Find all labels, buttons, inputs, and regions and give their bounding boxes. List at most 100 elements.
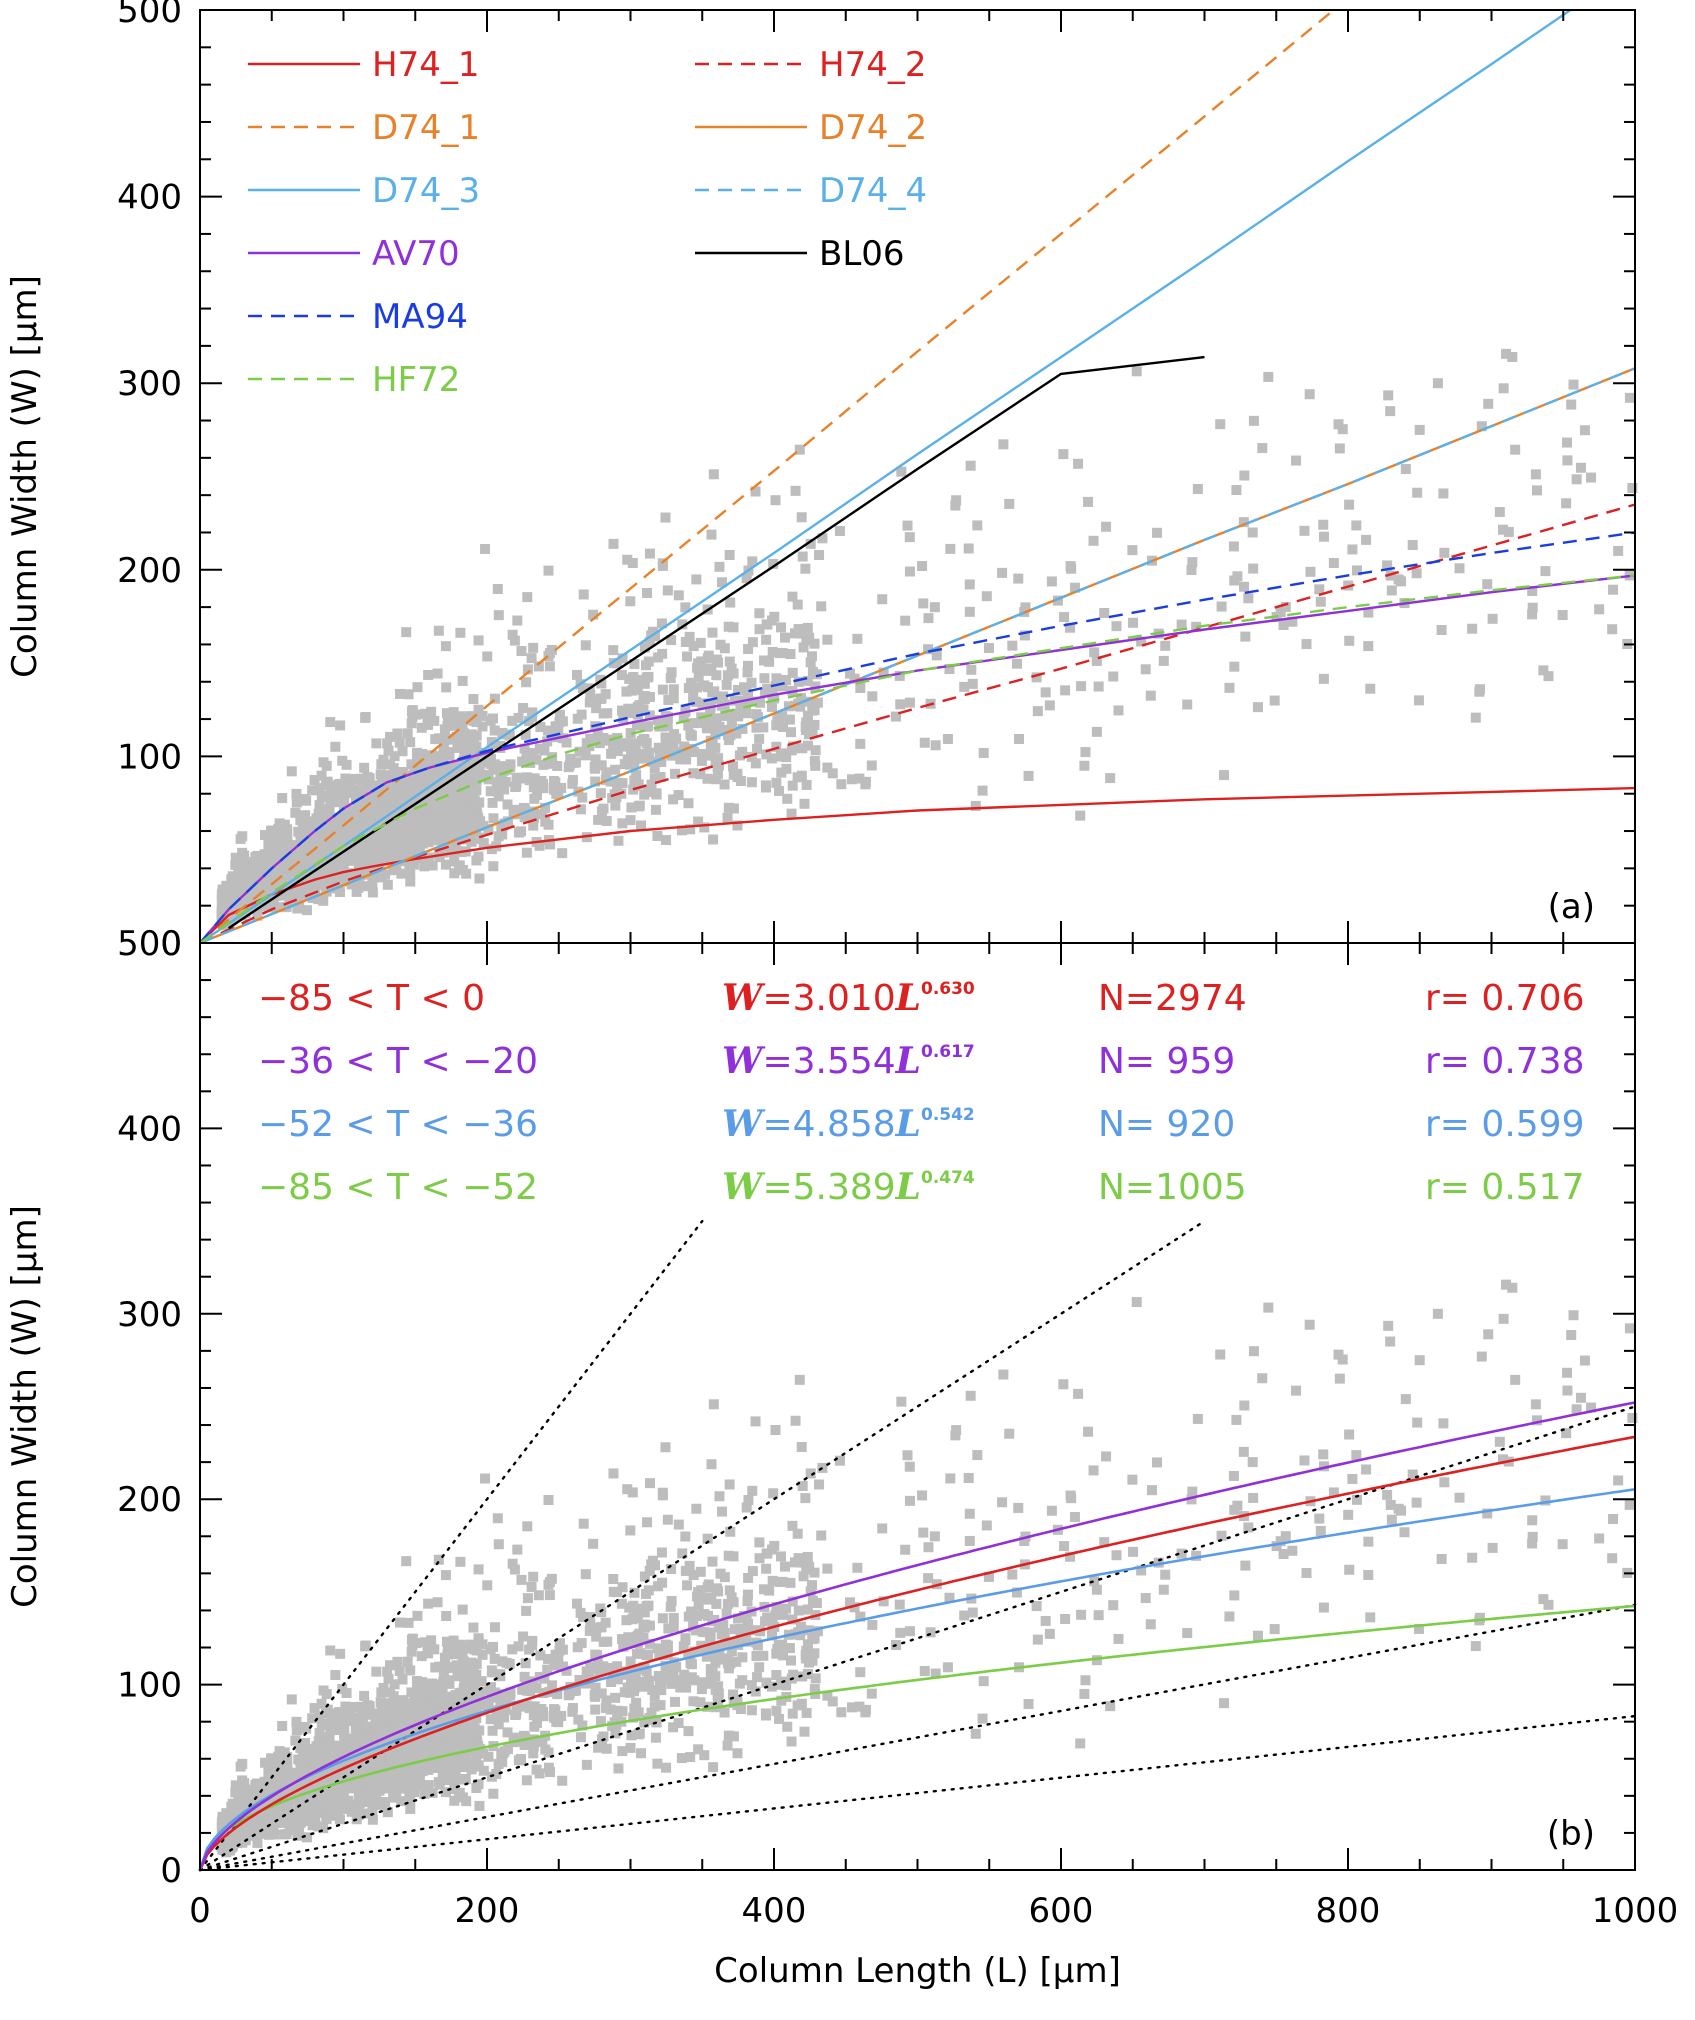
- scatter-point: [574, 1674, 585, 1685]
- scatter-point: [771, 1705, 782, 1716]
- scatter-point: [382, 879, 393, 890]
- scatter-point: [1613, 545, 1624, 556]
- scatter-point: [293, 1754, 304, 1765]
- legend-item: MA94: [248, 297, 468, 337]
- scatter-point: [461, 868, 472, 879]
- scatter-point: [519, 1732, 530, 1743]
- scatter-point: [1228, 1470, 1239, 1481]
- scatter-point: [771, 1602, 782, 1613]
- scatter-point: [673, 1519, 684, 1530]
- scatter-point: [650, 1560, 661, 1571]
- scatter-point: [416, 777, 427, 788]
- scatter-point: [429, 715, 440, 726]
- scatter-point: [551, 788, 562, 799]
- scatter-point: [1146, 1485, 1157, 1496]
- scatter-point: [405, 1665, 416, 1676]
- scatter-point: [1343, 1509, 1354, 1520]
- scatter-point: [492, 583, 503, 594]
- scatter-point: [513, 712, 524, 723]
- scatter-point: [477, 1639, 488, 1650]
- scatter-point: [412, 1684, 423, 1695]
- scatter-point: [770, 1425, 781, 1436]
- scatter-point: [437, 755, 448, 766]
- scatter-point: [771, 777, 782, 788]
- scatter-point: [1075, 1738, 1086, 1749]
- scatter-point: [686, 1672, 697, 1683]
- scatter-point: [471, 855, 482, 866]
- scatter-point: [1579, 1355, 1590, 1366]
- scatter-point: [393, 777, 404, 788]
- scatter-point: [525, 1686, 536, 1697]
- scatter-point: [723, 735, 734, 746]
- scatter-point: [1487, 1542, 1498, 1553]
- scatter-point: [657, 1613, 668, 1624]
- scatter-point: [1252, 702, 1263, 713]
- scatter-point: [607, 1720, 618, 1731]
- scatter-point: [662, 585, 673, 596]
- scatter-point: [930, 1668, 941, 1679]
- scatter-point: [612, 658, 623, 669]
- scatter-point: [254, 1817, 265, 1828]
- scatter-point: [414, 809, 425, 820]
- scatter-point: [1470, 1641, 1481, 1652]
- scatter-point: [1344, 1429, 1355, 1440]
- scatter-point: [680, 1565, 691, 1576]
- scatter-point: [967, 678, 978, 689]
- scatter-point: [1561, 1428, 1572, 1439]
- scatter-point: [708, 1762, 719, 1773]
- scatter-point: [1436, 625, 1447, 636]
- scatter-point: [776, 767, 787, 778]
- scatter-point: [642, 1649, 653, 1660]
- scatter-point: [499, 765, 510, 776]
- scatter-point: [724, 656, 735, 667]
- scatter-point: [487, 1725, 498, 1736]
- scatter-point: [403, 1771, 414, 1782]
- scatter-point: [918, 598, 929, 609]
- scatter-point: [642, 1517, 653, 1528]
- scatter-point: [449, 856, 460, 867]
- scatter-point: [529, 773, 540, 784]
- scatter-point: [1248, 563, 1259, 574]
- scatter-point: [405, 837, 416, 848]
- scatter-point: [644, 710, 655, 721]
- scatter-point: [394, 848, 405, 859]
- scatter-point: [1540, 1495, 1551, 1506]
- scatter-point: [334, 1706, 345, 1717]
- scatter-point: [394, 1617, 405, 1628]
- series-line-ma94: [199, 531, 1636, 944]
- scatter-point: [1594, 604, 1605, 615]
- scatter-point: [330, 1670, 341, 1681]
- scatter-point: [456, 824, 467, 835]
- scatter-point: [571, 1598, 582, 1609]
- scatter-point: [711, 1598, 722, 1609]
- scatter-point: [337, 1802, 348, 1813]
- scatter-point: [420, 1637, 431, 1648]
- scatter-point: [972, 520, 983, 531]
- scatter-point: [679, 1669, 690, 1680]
- scatter-point: [470, 800, 481, 811]
- scatter-point: [595, 1603, 606, 1614]
- scatter-point: [389, 1679, 400, 1690]
- scatter-point: [294, 878, 305, 889]
- scatter-point: [388, 865, 399, 876]
- scatter-point: [693, 1600, 704, 1611]
- scatter-point: [516, 826, 527, 837]
- scatter-point: [639, 1717, 650, 1728]
- scatter-point: [787, 1614, 798, 1625]
- scatter-point: [809, 719, 820, 730]
- scatter-point: [1344, 499, 1355, 510]
- scatter-point: [608, 645, 619, 656]
- scatter-point: [314, 1728, 325, 1739]
- scatter-point: [721, 1608, 732, 1619]
- scatter-point: [315, 847, 326, 858]
- legend-label: H74_2: [819, 45, 926, 85]
- scatter-point: [779, 1561, 790, 1572]
- scatter-point: [801, 633, 812, 644]
- scatter-point: [696, 1684, 707, 1695]
- scatter-point: [457, 834, 468, 845]
- scatter-point: [643, 1600, 654, 1611]
- scatter-point: [507, 1558, 518, 1569]
- scatter-point: [1470, 712, 1481, 723]
- scatter-point: [781, 1680, 792, 1691]
- scatter-point: [778, 1650, 789, 1661]
